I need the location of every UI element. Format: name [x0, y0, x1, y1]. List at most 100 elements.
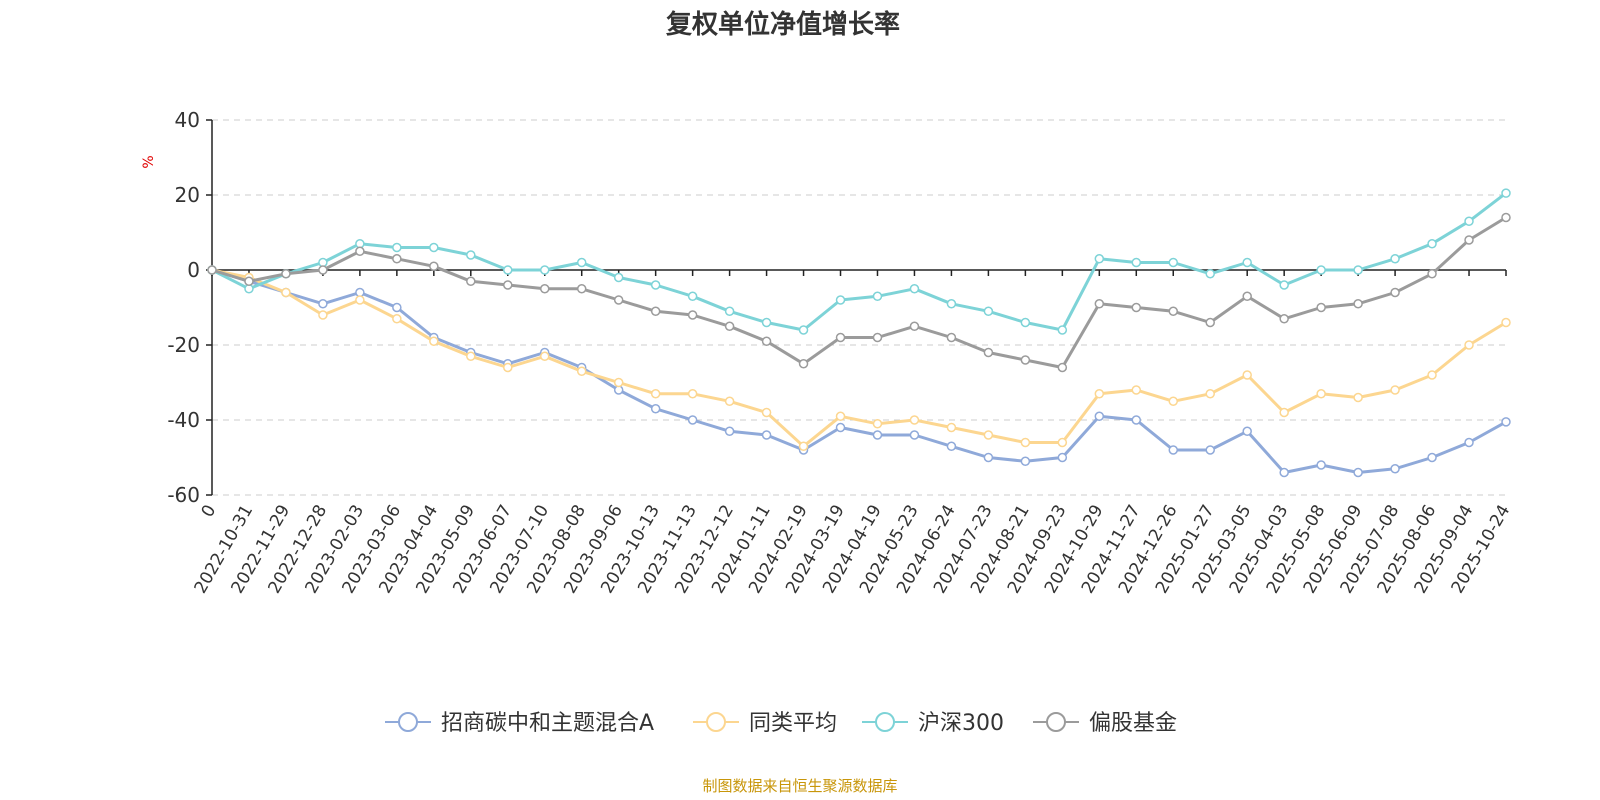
data-point[interactable]: [909, 321, 920, 331]
series-line-0[interactable]: [211, 268, 1507, 474]
data-point[interactable]: [1094, 299, 1105, 309]
data-point[interactable]: [1242, 257, 1252, 268]
data-point[interactable]: [429, 261, 439, 271]
data-point[interactable]: [318, 299, 328, 309]
data-point[interactable]: [835, 332, 846, 343]
data-point[interactable]: [872, 419, 883, 429]
data-point[interactable]: [1131, 415, 1142, 425]
data-point[interactable]: [1168, 445, 1179, 455]
data-point[interactable]: [724, 321, 735, 331]
data-point[interactable]: [724, 306, 735, 316]
data-point[interactable]: [1094, 411, 1105, 421]
data-point[interactable]: [1094, 389, 1105, 399]
data-point[interactable]: [1094, 254, 1105, 264]
data-point[interactable]: [539, 284, 550, 294]
data-point[interactable]: [1020, 355, 1031, 365]
data-point[interactable]: [613, 272, 624, 283]
data-point[interactable]: [687, 291, 698, 301]
data-point[interactable]: [429, 242, 439, 253]
data-point[interactable]: [1279, 314, 1289, 324]
data-point[interactable]: [281, 287, 291, 298]
data-point[interactable]: [1353, 299, 1363, 309]
data-point[interactable]: [1205, 317, 1215, 328]
data-point[interactable]: [1168, 257, 1179, 268]
series-line-1[interactable]: [211, 268, 1507, 448]
data-point[interactable]: [983, 430, 994, 440]
data-point[interactable]: [1427, 452, 1437, 463]
data-point[interactable]: [466, 276, 476, 286]
data-point[interactable]: [1205, 445, 1215, 455]
data-point[interactable]: [687, 310, 698, 320]
data-point[interactable]: [1168, 396, 1179, 406]
data-point[interactable]: [281, 269, 291, 279]
data-point[interactable]: [1020, 317, 1031, 328]
data-point[interactable]: [1501, 417, 1511, 427]
data-point[interactable]: [207, 265, 217, 275]
data-point[interactable]: [318, 310, 328, 320]
data-point[interactable]: [576, 257, 587, 268]
data-point[interactable]: [429, 336, 439, 346]
data-point[interactable]: [1316, 460, 1326, 470]
data-point[interactable]: [1501, 317, 1511, 328]
data-point[interactable]: [503, 362, 513, 373]
data-point[interactable]: [392, 314, 402, 324]
data-point[interactable]: [1279, 467, 1289, 478]
data-point[interactable]: [835, 295, 846, 305]
data-point[interactable]: [724, 396, 735, 406]
data-point[interactable]: [798, 441, 809, 451]
data-point[interactable]: [650, 306, 661, 316]
data-point[interactable]: [835, 422, 846, 433]
data-point[interactable]: [1353, 392, 1363, 403]
data-point[interactable]: [1427, 269, 1437, 279]
data-point[interactable]: [1057, 437, 1068, 448]
data-point[interactable]: [1131, 385, 1142, 395]
data-point[interactable]: [503, 265, 513, 275]
data-point[interactable]: [946, 299, 957, 309]
data-point[interactable]: [244, 276, 254, 286]
data-point[interactable]: [909, 430, 920, 440]
data-point[interactable]: [761, 336, 772, 346]
data-point[interactable]: [946, 332, 957, 343]
data-point[interactable]: [1390, 287, 1400, 298]
data-point[interactable]: [650, 389, 661, 399]
legend-item[interactable]: 招商碳中和主题混合A: [385, 711, 654, 736]
data-point[interactable]: [1131, 257, 1142, 268]
data-point[interactable]: [466, 250, 476, 260]
data-point[interactable]: [872, 332, 883, 343]
data-point[interactable]: [1316, 265, 1326, 275]
data-point[interactable]: [392, 242, 402, 253]
data-point[interactable]: [1427, 370, 1437, 380]
data-point[interactable]: [761, 407, 772, 418]
data-point[interactable]: [1501, 212, 1511, 223]
series-line-2[interactable]: [211, 191, 1507, 332]
data-point[interactable]: [983, 452, 994, 463]
data-point[interactable]: [724, 426, 735, 436]
data-point[interactable]: [1464, 216, 1474, 226]
data-point[interactable]: [1242, 426, 1252, 436]
data-point[interactable]: [576, 366, 587, 376]
data-point[interactable]: [1316, 389, 1326, 399]
data-point[interactable]: [909, 284, 920, 294]
data-point[interactable]: [539, 351, 550, 361]
data-point[interactable]: [1242, 370, 1252, 380]
data-point[interactable]: [613, 377, 624, 388]
data-point[interactable]: [1057, 452, 1068, 463]
data-point[interactable]: [613, 295, 624, 305]
data-point[interactable]: [1057, 362, 1068, 373]
data-point[interactable]: [355, 246, 365, 256]
data-point[interactable]: [1464, 235, 1474, 245]
data-point[interactable]: [503, 280, 513, 290]
data-point[interactable]: [946, 422, 957, 433]
data-point[interactable]: [798, 359, 809, 369]
data-point[interactable]: [761, 317, 772, 328]
data-point[interactable]: [1020, 437, 1031, 448]
data-point[interactable]: [1390, 464, 1400, 474]
data-point[interactable]: [872, 291, 883, 301]
data-point[interactable]: [392, 302, 402, 313]
data-point[interactable]: [687, 389, 698, 399]
data-point[interactable]: [1464, 437, 1474, 448]
data-point[interactable]: [872, 430, 883, 440]
data-point[interactable]: [1316, 302, 1326, 313]
data-point[interactable]: [983, 306, 994, 316]
legend-item[interactable]: 同类平均: [693, 711, 837, 736]
